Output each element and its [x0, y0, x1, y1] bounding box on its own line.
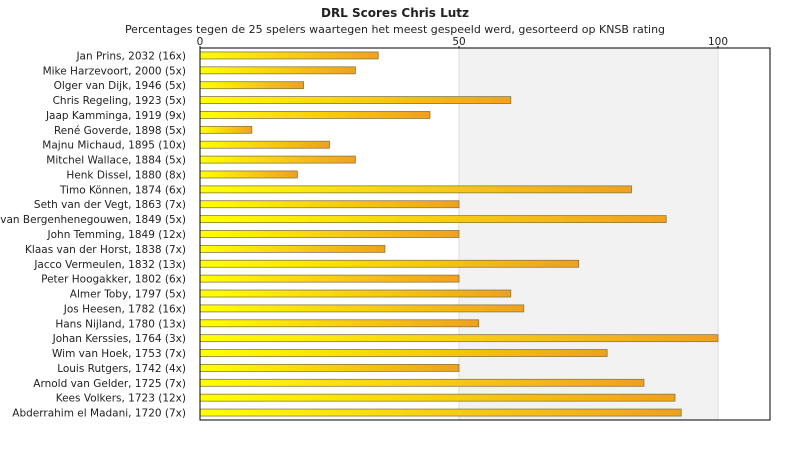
category-label: René Goverde, 1898 (5x) — [54, 125, 186, 137]
bar — [199, 230, 460, 238]
category-label: Mitchel Wallace, 1884 (5x) — [46, 155, 186, 167]
x-tick-label: 50 — [452, 36, 465, 48]
bar — [199, 66, 356, 75]
bar — [199, 155, 356, 164]
bar — [199, 289, 512, 298]
bar — [199, 170, 298, 179]
bar — [199, 349, 608, 357]
category-label: Majnu Michaud, 1895 (10x) — [42, 140, 186, 152]
bar — [199, 274, 460, 283]
x-tick-label: 0 — [197, 36, 204, 48]
plot-frame — [199, 47, 771, 421]
bar — [199, 51, 379, 60]
x-tick-label: 100 — [708, 36, 728, 48]
category-label: Max van Bergenhenegouwen, 1849 (5x) — [0, 214, 186, 226]
category-label: Jos Heesen, 1782 (16x) — [63, 303, 186, 315]
x-axis-ticks: 0 50 100 — [197, 36, 728, 48]
category-label: Henk Dissel, 1880 (8x) — [66, 169, 186, 181]
background-band — [718, 48, 770, 420]
category-label: Jacco Vermeulen, 1832 (13x) — [33, 259, 186, 271]
category-label: Jaap Kamminga, 1919 (9x) — [45, 110, 186, 122]
bar — [199, 304, 525, 313]
category-label: Wim van Hoek, 1753 (7x) — [52, 348, 186, 360]
bar — [199, 111, 431, 119]
category-label: Hans Nijland, 1780 (13x) — [55, 318, 186, 330]
bar — [199, 96, 512, 104]
category-label: Johan Kerssies, 1764 (3x) — [52, 333, 186, 345]
category-labels: Jan Prins, 2032 (16x) Mike Harzevoort, 20… — [0, 50, 186, 419]
bar — [199, 185, 632, 194]
bar — [199, 364, 460, 372]
category-label: Almer Toby, 1797 (5x) — [70, 289, 186, 301]
category-label: Klaas van der Horst, 1838 (7x) — [25, 244, 186, 256]
bar — [199, 319, 480, 328]
bar — [199, 393, 676, 402]
category-label: Seth van der Vegt, 1863 (7x) — [34, 199, 186, 211]
category-label: Arnold van Gelder, 1725 (7x) — [33, 378, 186, 390]
bar — [199, 81, 304, 90]
category-label: Olger van Dijk, 1946 (5x) — [54, 80, 186, 92]
bar — [199, 125, 253, 134]
bar — [199, 200, 460, 209]
category-label: Jan Prins, 2032 (16x) — [75, 50, 186, 62]
category-label: Chris Regeling, 1923 (5x) — [53, 95, 186, 107]
bar — [199, 334, 719, 343]
category-label: Peter Hoogakker, 1802 (6x) — [41, 274, 186, 286]
category-label: Abderrahim el Madani, 1720 (7x) — [12, 408, 186, 420]
category-label: Louis Rutgers, 1742 (4x) — [57, 363, 186, 375]
bar — [199, 215, 667, 224]
bar — [199, 378, 645, 387]
bar — [199, 140, 330, 149]
category-label: Timo Können, 1874 (6x) — [59, 184, 186, 196]
category-label: Kees Volkers, 1723 (12x) — [56, 393, 186, 405]
category-label: John Temming, 1849 (12x) — [47, 229, 186, 241]
bar — [199, 259, 580, 268]
chart-subtitle: Percentages tegen de 25 spelers waartege… — [125, 23, 665, 36]
background-band — [459, 48, 718, 420]
category-label: Mike Harzevoort, 2000 (5x) — [43, 65, 186, 77]
bar — [199, 408, 682, 417]
chart-title: DRL Scores Chris Lutz — [321, 6, 469, 20]
bar — [199, 244, 386, 253]
